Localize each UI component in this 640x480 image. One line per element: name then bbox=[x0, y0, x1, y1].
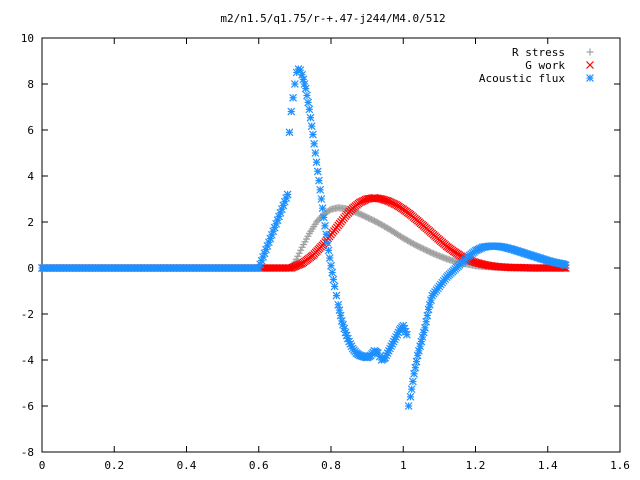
y-tick-label: 10 bbox=[21, 32, 34, 45]
legend-marker bbox=[586, 48, 594, 56]
data-point bbox=[404, 402, 413, 410]
x-tick-label: 0 bbox=[39, 459, 46, 472]
data-point bbox=[319, 213, 328, 222]
axis-ticks bbox=[41, 37, 621, 453]
data-point bbox=[324, 246, 333, 255]
data-point bbox=[411, 363, 420, 372]
data-point bbox=[287, 107, 296, 116]
data-point bbox=[315, 176, 323, 185]
data-point bbox=[310, 139, 319, 148]
data-point bbox=[425, 300, 434, 309]
data-point bbox=[427, 296, 435, 305]
data-point bbox=[424, 305, 433, 314]
data-point bbox=[414, 346, 423, 355]
x-tick-labels: 0 0.2 0.4 0.6 0.8 1 1.2 1.4 1.6 bbox=[39, 459, 630, 472]
data-point bbox=[328, 268, 337, 277]
x-tick-label: 1 bbox=[400, 459, 407, 472]
x-tick-label: 1.6 bbox=[610, 459, 630, 472]
series-g-work bbox=[38, 193, 570, 272]
x-tick-label: 0.4 bbox=[177, 459, 197, 472]
data-point bbox=[561, 261, 570, 270]
chart-title: m2/n1.5/q1.75/r-+.47-j244/M4.0/512 bbox=[220, 12, 445, 25]
data-point bbox=[285, 128, 294, 137]
data-point bbox=[306, 113, 315, 122]
data-point bbox=[316, 185, 325, 194]
data-point bbox=[383, 349, 392, 358]
data-point bbox=[419, 328, 428, 337]
data-point bbox=[301, 84, 310, 93]
y-tick-labels: 10 8 6 4 2 0 -2 -4 -6 -8 bbox=[21, 32, 35, 459]
data-point bbox=[379, 195, 387, 204]
data-point bbox=[318, 204, 327, 213]
y-tick-label: -2 bbox=[21, 308, 34, 321]
y-tick-label: -8 bbox=[21, 446, 34, 459]
data-point bbox=[327, 261, 335, 270]
data-point bbox=[377, 195, 386, 203]
data-point bbox=[421, 323, 429, 332]
legend-label: Acoustic flux bbox=[479, 72, 565, 85]
data-point bbox=[302, 91, 311, 100]
data-point bbox=[332, 291, 341, 300]
data-point bbox=[311, 149, 320, 157]
data-point bbox=[312, 158, 321, 167]
x-tick-label: 0.8 bbox=[321, 459, 341, 472]
data-point bbox=[422, 317, 431, 326]
data-point bbox=[402, 330, 411, 339]
data-point bbox=[330, 282, 339, 291]
data-point bbox=[298, 70, 307, 79]
y-tick-label: 2 bbox=[27, 216, 34, 229]
y-tick-label: 8 bbox=[27, 78, 34, 91]
y-tick-label: 0 bbox=[27, 262, 34, 275]
data-point bbox=[410, 369, 419, 378]
plot-frame bbox=[41, 37, 621, 453]
data-point bbox=[408, 377, 417, 386]
legend-label: R stress bbox=[512, 46, 565, 59]
data-point bbox=[322, 230, 331, 239]
data-point bbox=[305, 105, 314, 114]
data-point bbox=[307, 122, 316, 131]
x-tick-label: 1.4 bbox=[538, 459, 558, 472]
legend-label: G work bbox=[525, 59, 565, 72]
y-tick-label: 6 bbox=[27, 124, 34, 137]
data-point bbox=[380, 195, 389, 204]
data-point bbox=[309, 130, 317, 139]
y-tick-label: -4 bbox=[21, 354, 35, 367]
data-marks bbox=[38, 65, 570, 410]
data-point bbox=[407, 385, 416, 394]
data-point bbox=[283, 190, 292, 199]
data-point bbox=[416, 342, 425, 351]
data-point bbox=[304, 98, 313, 107]
data-point bbox=[321, 221, 329, 230]
legend-marker bbox=[586, 74, 594, 82]
x-tick-label: 0.6 bbox=[249, 459, 269, 472]
data-point bbox=[417, 337, 426, 346]
data-point bbox=[412, 357, 421, 366]
data-point bbox=[299, 75, 308, 84]
data-point bbox=[289, 93, 297, 102]
data-point bbox=[418, 333, 427, 341]
data-point bbox=[297, 246, 305, 254]
data-point bbox=[423, 311, 432, 320]
data-point bbox=[295, 249, 303, 257]
data-point bbox=[381, 196, 390, 205]
series-acoustic-flux bbox=[38, 65, 570, 410]
x-tick-label: 0.2 bbox=[104, 459, 124, 472]
data-point bbox=[290, 80, 299, 88]
data-point bbox=[325, 254, 334, 262]
data-point bbox=[317, 195, 326, 203]
data-point bbox=[300, 80, 309, 88]
data-point bbox=[335, 306, 344, 315]
legend-marker bbox=[586, 61, 594, 69]
y-tick-label: 4 bbox=[27, 170, 34, 183]
y-tick-label: -6 bbox=[21, 400, 34, 413]
data-point bbox=[329, 275, 338, 284]
x-tick-label: 1.2 bbox=[466, 459, 486, 472]
data-point bbox=[294, 252, 302, 260]
data-point bbox=[406, 392, 415, 401]
data-point bbox=[323, 238, 332, 247]
data-point bbox=[313, 167, 322, 176]
data-point bbox=[413, 351, 422, 360]
